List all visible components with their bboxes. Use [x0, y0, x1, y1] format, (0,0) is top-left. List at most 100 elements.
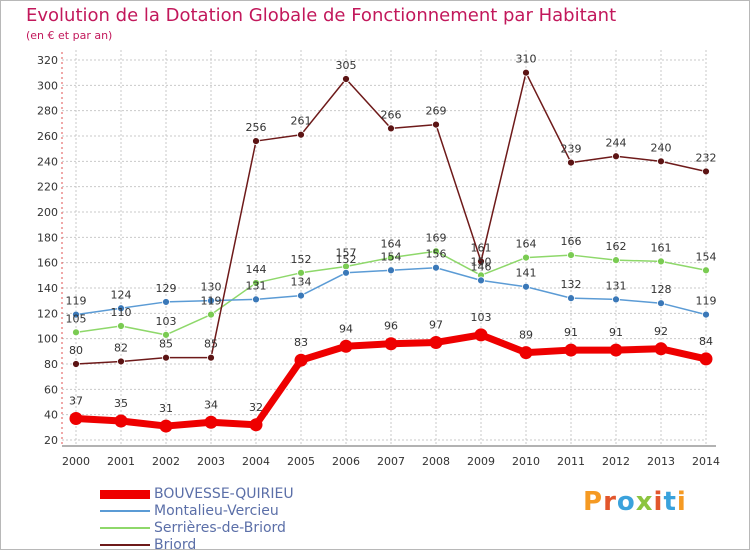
data-point-bouvesse: [654, 342, 668, 356]
data-label-briord: 232: [696, 151, 717, 164]
data-point-montalieu: [342, 268, 350, 277]
data-point-bouvesse: [519, 346, 533, 360]
data-point-serrieres: [207, 310, 215, 319]
y-tick-label: 200: [37, 206, 58, 219]
x-tick-label: 2010: [512, 455, 540, 468]
data-label-bouvesse: 91: [564, 326, 578, 339]
data-label-bouvesse: 83: [294, 336, 308, 349]
data-label-montalieu: 128: [651, 283, 672, 296]
y-tick-label: 20: [44, 434, 58, 447]
data-label-bouvesse: 31: [159, 402, 173, 415]
data-point-bouvesse: [69, 411, 83, 425]
data-label-montalieu: 132: [561, 278, 582, 291]
data-point-briord: [477, 257, 485, 266]
legend-label-briord: Briord: [154, 537, 197, 553]
data-point-bouvesse: [114, 414, 128, 428]
x-tick-label: 2014: [692, 455, 720, 468]
x-tick-label: 2006: [332, 455, 360, 468]
y-tick-label: 40: [44, 409, 58, 422]
data-point-montalieu: [657, 299, 665, 308]
data-label-briord: 82: [114, 341, 128, 354]
data-label-montalieu: 134: [291, 276, 312, 289]
x-tick-label: 2009: [467, 455, 495, 468]
data-point-briord: [207, 353, 215, 362]
data-label-bouvesse: 34: [204, 398, 218, 411]
y-tick-label: 120: [37, 307, 58, 320]
data-point-briord: [117, 357, 125, 366]
x-tick-label: 2013: [647, 455, 675, 468]
data-label-montalieu: 146: [471, 260, 492, 273]
data-label-serrieres: 169: [426, 231, 447, 244]
data-label-briord: 240: [651, 141, 672, 154]
x-tick-label: 2012: [602, 455, 630, 468]
data-label-montalieu: 119: [696, 295, 717, 308]
data-label-bouvesse: 96: [384, 320, 398, 333]
y-tick-label: 140: [37, 282, 58, 295]
data-label-montalieu: 141: [516, 267, 537, 280]
data-point-montalieu: [297, 291, 305, 300]
data-point-montalieu: [522, 282, 530, 291]
data-label-serrieres: 154: [696, 250, 717, 263]
data-point-montalieu: [612, 295, 620, 304]
y-tick-label: 60: [44, 383, 58, 396]
data-label-serrieres: 105: [66, 312, 87, 325]
x-tick-label: 2005: [287, 455, 315, 468]
data-label-bouvesse: 32: [249, 401, 263, 414]
data-label-serrieres: 110: [111, 306, 132, 319]
legend-swatch-serrieres: [100, 527, 150, 529]
proxiti-logo: Proxiti: [583, 487, 687, 517]
data-label-serrieres: 103: [156, 315, 177, 328]
data-label-bouvesse: 35: [114, 397, 128, 410]
data-point-briord: [522, 68, 530, 77]
data-label-bouvesse: 89: [519, 329, 533, 342]
data-point-serrieres: [387, 253, 395, 262]
data-point-montalieu: [432, 263, 440, 272]
data-label-montalieu: 156: [426, 248, 447, 261]
data-point-briord: [432, 120, 440, 129]
data-label-montalieu: 130: [201, 281, 222, 294]
data-point-briord: [297, 130, 305, 139]
data-point-serrieres: [432, 247, 440, 256]
data-label-serrieres: 164: [516, 238, 537, 251]
data-point-briord: [252, 137, 260, 145]
data-point-montalieu: [252, 295, 260, 304]
data-point-serrieres: [522, 253, 530, 262]
data-label-montalieu: 131: [246, 279, 267, 292]
data-point-serrieres: [657, 257, 665, 266]
y-tick-label: 320: [37, 54, 58, 67]
logo-letter: o: [616, 487, 636, 517]
legend-swatch-montalieu: [100, 510, 150, 512]
data-label-serrieres: 162: [606, 240, 627, 253]
x-tick-label: 2003: [197, 455, 225, 468]
data-label-montalieu: 152: [336, 253, 357, 266]
legend-label-montalieu: Montalieu-Vercieu: [154, 503, 279, 519]
x-tick-label: 2007: [377, 455, 405, 468]
grid-lines: [62, 50, 707, 446]
logo-letter: i: [676, 487, 687, 517]
data-point-serrieres: [702, 266, 710, 275]
data-label-montalieu: 119: [66, 295, 87, 308]
x-tick-label: 2002: [152, 455, 180, 468]
y-tick-label: 160: [37, 257, 58, 270]
data-label-briord: 85: [204, 338, 218, 351]
data-point-bouvesse: [249, 418, 263, 432]
data-point-montalieu: [477, 276, 485, 285]
logo-letter: i: [653, 487, 664, 517]
y-tick-label: 220: [37, 181, 58, 194]
x-tick-label: 2011: [557, 455, 585, 468]
data-label-serrieres: 119: [201, 295, 222, 308]
data-point-serrieres: [117, 322, 125, 330]
x-tick-label: 2008: [422, 455, 450, 468]
data-label-briord: 261: [291, 115, 312, 128]
data-point-bouvesse: [204, 415, 218, 429]
data-label-serrieres: 161: [651, 241, 672, 254]
data-point-serrieres: [162, 330, 170, 339]
y-tick-label: 80: [44, 358, 58, 371]
data-label-bouvesse: 92: [654, 325, 668, 338]
logo-letter: t: [663, 487, 677, 517]
data-point-serrieres: [297, 268, 305, 277]
data-point-serrieres: [567, 251, 575, 259]
data-label-briord: 161: [471, 241, 492, 254]
data-point-bouvesse: [474, 328, 488, 342]
logo-letter: r: [603, 487, 617, 517]
